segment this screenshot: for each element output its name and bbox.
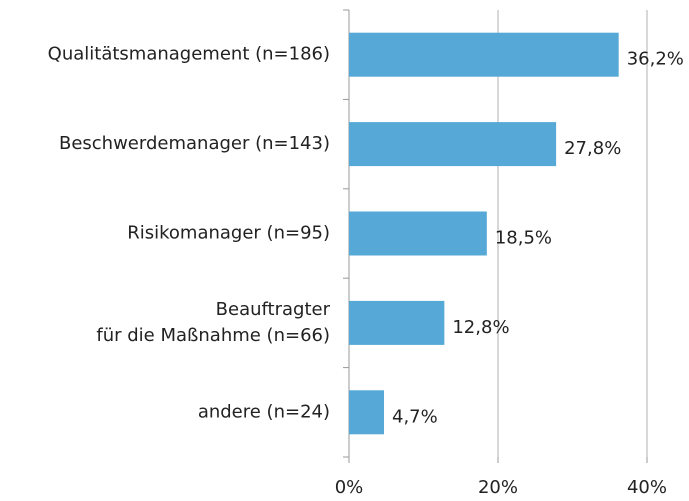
y-tick-label: Beschwerdemanager (n=143) bbox=[59, 133, 330, 154]
bar bbox=[349, 211, 487, 256]
x-tick-label: 20% bbox=[478, 477, 518, 498]
y-tick-label: Risikomanager (n=95) bbox=[127, 223, 330, 244]
value-label: 27,8% bbox=[564, 138, 621, 159]
y-tick-label: für die Maßnahme (n=66) bbox=[96, 325, 330, 346]
value-label: 12,8% bbox=[452, 317, 509, 338]
value-label: 18,5% bbox=[495, 228, 552, 249]
bar bbox=[349, 390, 385, 435]
bar bbox=[349, 122, 557, 167]
value-label: 36,2% bbox=[627, 49, 684, 70]
y-tick-label: Qualitätsmanagement (n=186) bbox=[48, 44, 330, 65]
y-tick-label: Beauftragter bbox=[216, 299, 331, 320]
y-tick-label: andere (n=24) bbox=[198, 401, 330, 422]
value-label: 4,7% bbox=[392, 406, 438, 427]
bar bbox=[349, 32, 619, 77]
x-tick-label: 40% bbox=[627, 477, 667, 498]
bar bbox=[349, 300, 445, 345]
x-tick-label: 0% bbox=[335, 477, 364, 498]
